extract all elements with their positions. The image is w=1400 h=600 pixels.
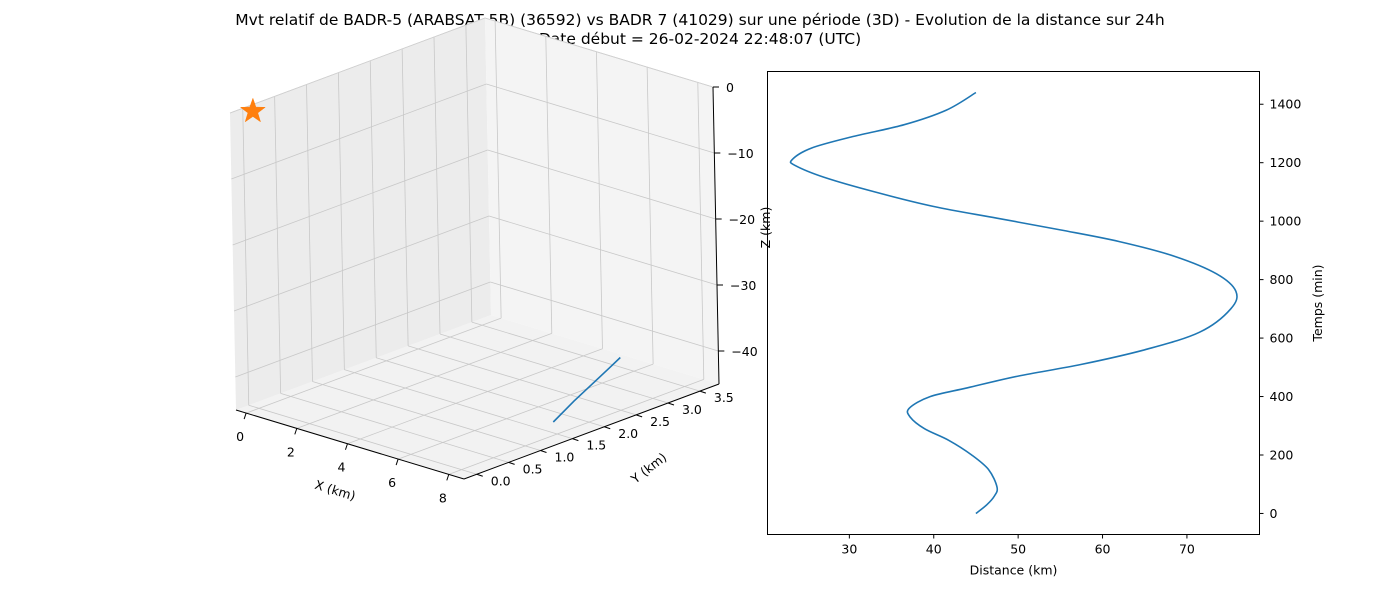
- y-gridline: [248, 404, 477, 475]
- x-axis-label: Distance (km): [970, 563, 1058, 578]
- y-gridline: [337, 72, 345, 370]
- z-gridline: [233, 215, 490, 312]
- x-tick-mark: [395, 458, 399, 466]
- x-axis-label: X (km): [313, 477, 357, 504]
- trajectory-line: [552, 356, 621, 423]
- left-pane: [230, 18, 491, 410]
- pane-edge: [484, 17, 714, 88]
- z-gridline: [232, 149, 488, 246]
- y-gridline: [408, 345, 637, 416]
- distance-series-line: [789, 91, 1238, 515]
- y-tick-label: 1.0: [555, 450, 575, 465]
- y-tick-label: 2.5: [650, 414, 670, 429]
- y-gridline: [306, 84, 313, 382]
- plot-frame: [767, 71, 1260, 535]
- x-tick-label: 8: [439, 490, 447, 505]
- z-tick-label: −10: [727, 146, 753, 161]
- z-tick-label: −30: [730, 278, 756, 293]
- y-tick-mark: [667, 402, 675, 406]
- y-tick-mark: [540, 450, 547, 453]
- x-tick-mark: [294, 428, 298, 435]
- y-tick-label: 2.0: [618, 426, 638, 441]
- x-tick-label: 0: [236, 429, 244, 444]
- z-gridline: [231, 83, 487, 180]
- y-axis-label: Temps (min): [1310, 264, 1325, 342]
- z-gridline: [486, 83, 715, 154]
- x-tick-label: 4: [337, 460, 345, 475]
- z-gridline: [487, 149, 716, 220]
- y-tick-label: 0.5: [523, 461, 543, 476]
- x-tick-mark: [446, 474, 450, 481]
- x-tick-label: 30: [841, 542, 857, 557]
- chart-3d-relative-motion: 0 2 4 6 8 0.0 0.5 1.0 1.5 2.0 2.5 3.0 3.5 0 −10 −20 −30 −…: [229, 17, 773, 505]
- z-gridline: [490, 281, 719, 352]
- z-axis-label: Z (km): [758, 207, 773, 249]
- x-gridline: [646, 67, 654, 365]
- z-tick-label: 0: [726, 80, 734, 95]
- y-gridline: [471, 321, 700, 392]
- y-tick-mark: [476, 473, 483, 477]
- y-tick-mark: [604, 426, 611, 430]
- y-tick-label: 800: [1270, 272, 1294, 287]
- y-gridline: [312, 381, 541, 451]
- y-gridline: [242, 108, 250, 406]
- x-tick-label: 60: [1095, 542, 1111, 557]
- y-gridline: [369, 60, 377, 358]
- y-gridline: [433, 36, 441, 335]
- y-gridline: [344, 369, 573, 440]
- y-gridline: [376, 357, 605, 428]
- y-tick-mark: [572, 438, 579, 442]
- x-gridline: [448, 379, 704, 475]
- x-gridline: [245, 317, 502, 414]
- z-tick-label: −20: [729, 212, 755, 227]
- y-tick-mark: [635, 414, 643, 418]
- x-axis-line: [235, 409, 465, 480]
- y-axis-label: Y (km): [627, 449, 669, 487]
- y-tick-label: 400: [1270, 389, 1294, 404]
- back-pane: [485, 18, 719, 384]
- x-tick-label: 2: [287, 444, 295, 459]
- y-tick-label: 1.5: [586, 438, 606, 453]
- x-gridline: [596, 51, 603, 349]
- y-tick-label: 1400: [1270, 97, 1302, 112]
- z-tick-label: −40: [731, 344, 757, 359]
- z-axis-line: [712, 86, 720, 385]
- star-marker: [239, 97, 266, 123]
- pane-edge: [229, 17, 486, 114]
- x-gridline: [397, 363, 654, 460]
- chart-distance-vs-time: 30 40 50 60 70 0 200 400 600 800 1000 1200 1400 Dista…: [767, 71, 1325, 578]
- x-tick-mark: [344, 443, 348, 450]
- y-gridline: [439, 333, 669, 404]
- y-tick-label: 3.5: [714, 390, 734, 405]
- y-gridline: [401, 48, 409, 346]
- y-tick-label: 0: [1270, 506, 1278, 521]
- x-tick-label: 70: [1179, 542, 1195, 557]
- x-gridline: [697, 82, 705, 380]
- x-tick-label: 50: [1010, 542, 1026, 557]
- z-gridline: [235, 281, 491, 378]
- x-gridline: [494, 21, 502, 319]
- y-tick-mark: [699, 390, 707, 394]
- y-axis-line: [463, 383, 720, 480]
- y-tick-mark: [508, 461, 515, 465]
- x-gridline: [347, 348, 603, 445]
- figure-title-line1: Mvt relatif de BADR-5 (ARABSAT 5B) (3659…: [235, 11, 1164, 29]
- x-tick-label: 6: [388, 475, 396, 490]
- x-gridline: [545, 36, 553, 334]
- y-tick-label: 0.0: [491, 473, 511, 488]
- y-gridline: [274, 96, 282, 394]
- y-tick-label: 1200: [1270, 155, 1302, 170]
- y-tick-label: 200: [1270, 447, 1294, 462]
- y-gridline: [465, 25, 473, 323]
- y-gridline: [280, 392, 509, 463]
- y-tick-label: 600: [1270, 331, 1294, 346]
- y-tick-label: 3.0: [682, 402, 702, 417]
- y-tick-label: 1000: [1270, 214, 1302, 229]
- figure-title-line2: Date début = 26-02-2024 22:48:07 (UTC): [539, 30, 861, 48]
- x-tick-mark: [243, 412, 247, 420]
- x-tick-label: 40: [926, 542, 942, 557]
- z-gridline: [488, 215, 718, 286]
- x-gridline: [296, 333, 552, 429]
